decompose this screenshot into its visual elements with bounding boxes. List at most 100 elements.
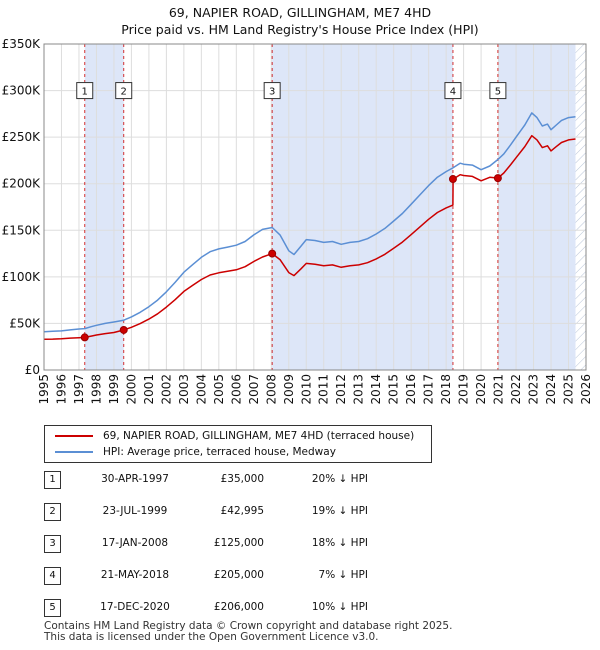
sale-label-frame — [76, 82, 94, 100]
x-tick-label: 2002 — [159, 374, 173, 405]
legend-label-hpi: HPI: Average price, terraced house, Medw… — [103, 446, 336, 458]
y-tick-label: £300K — [2, 84, 42, 98]
x-tick-label: 2012 — [334, 374, 348, 405]
hpi-series-line — [43, 112, 576, 333]
sale-row: 1 30-APR-1997 £35,000 20% ↓ HPI — [44, 471, 384, 489]
sale-price: £206,000 — [213, 601, 264, 613]
sale-label-number: 4 — [450, 87, 456, 98]
price-chart: 1 2 3 4 5 £0 £50K £100K £150K £200K £250K £300K £350… — [2, 37, 593, 405]
sale-hpi-diff: 18% ↓ HPI — [311, 537, 368, 549]
x-tick-label: 2024 — [544, 374, 558, 405]
sale-price: £35,000 — [220, 473, 264, 485]
legend-swatch-hpi — [55, 451, 93, 453]
sale-label-box: 1 — [76, 82, 94, 100]
x-tick-label: 1997 — [72, 374, 86, 405]
x-tick-label: 2010 — [299, 374, 313, 405]
sale-row: 5 17-DEC-2020 £206,000 10% ↓ HPI — [44, 599, 384, 617]
x-tick-label: 2001 — [142, 374, 156, 405]
sale-hpi-diff: 19% ↓ HPI — [311, 505, 368, 517]
x-tick-label: 2022 — [509, 374, 523, 405]
sale-price: £42,995 — [220, 505, 264, 517]
x-tick-label: 1998 — [89, 374, 103, 405]
chart-title: 69, NAPIER ROAD, GILLINGHAM, ME7 4HD Pri… — [0, 4, 600, 38]
x-tick-label: 2019 — [457, 374, 471, 405]
sale-row: 4 21-MAY-2018 £205,000 7% ↓ HPI — [44, 567, 384, 585]
legend-swatch-property — [55, 435, 93, 437]
footer-line-2: This data is licensed under the Open Gov… — [44, 631, 379, 643]
sale-row: 3 17-JAN-2008 £125,000 18% ↓ HPI — [44, 535, 384, 553]
x-tick-label: 2000 — [124, 374, 138, 405]
sale-hpi-diff: 7% ↓ HPI — [318, 569, 368, 581]
sale-date: 17-DEC-2020 — [100, 601, 170, 613]
x-tick-label: 2003 — [177, 374, 191, 405]
x-tick-label: 1999 — [107, 374, 121, 405]
plot-frame — [43, 43, 587, 371]
sale-label-box: 4 — [444, 82, 462, 100]
footer-line-1: Contains HM Land Registry data © Crown c… — [44, 620, 453, 632]
x-tick-label: 2026 — [579, 374, 593, 405]
x-tick-label: 2015 — [387, 374, 401, 405]
sale-point — [493, 174, 502, 183]
sale-hpi-diff: 20% ↓ HPI — [311, 473, 368, 485]
legend-item-property: 69, NAPIER ROAD, GILLINGHAM, ME7 4HD (te… — [55, 430, 414, 442]
sale-label-frame — [444, 82, 462, 100]
x-tick-label: 2017 — [422, 374, 436, 405]
x-tick-label: 2013 — [352, 374, 366, 405]
sale-date: 23-JUL-1999 — [102, 505, 168, 517]
y-tick-label: £100K — [2, 270, 42, 284]
sale-number-badge: 3 — [44, 535, 61, 553]
sale-label-box: 3 — [263, 82, 281, 100]
sale-price: £205,000 — [213, 569, 264, 581]
x-tick-label: 1995 — [37, 374, 51, 405]
sale-label-box: 2 — [115, 82, 133, 100]
sale-label-box: 5 — [489, 82, 507, 100]
legend-label-property: 69, NAPIER ROAD, GILLINGHAM, ME7 4HD (te… — [103, 430, 415, 442]
sale-label-number: 2 — [121, 87, 127, 98]
sale-label-number: 5 — [495, 87, 501, 98]
sale-point — [80, 333, 89, 342]
y-tick-label: £0 — [25, 363, 40, 377]
x-tick-label: 2005 — [212, 374, 226, 405]
sale-row: 2 23-JUL-1999 £42,995 19% ↓ HPI — [44, 503, 384, 521]
x-tick-label: 2018 — [439, 374, 453, 405]
x-tick-label: 2004 — [194, 374, 208, 405]
sale-number-badge: 2 — [44, 503, 61, 521]
future-hatch — [575, 44, 586, 370]
plot-area: 1 2 3 4 5 £0 £50K £100K £150K £200K £250K £300K £350… — [2, 37, 593, 405]
ownership-shade — [497, 44, 576, 370]
x-tick-label: 2021 — [492, 374, 506, 405]
y-tick-label: £150K — [2, 223, 42, 237]
x-tick-label: 2006 — [229, 374, 243, 405]
sale-date: 30-APR-1997 — [101, 473, 169, 485]
sale-label-number: 1 — [82, 87, 88, 98]
sale-number-badge: 1 — [44, 471, 61, 489]
sale-point — [268, 249, 277, 258]
sale-point — [119, 325, 128, 334]
y-tick-label: £200K — [2, 177, 42, 191]
sale-point — [448, 175, 457, 184]
x-tick-label: 2014 — [369, 374, 383, 405]
legend: 69, NAPIER ROAD, GILLINGHAM, ME7 4HD (te… — [44, 425, 432, 463]
x-tick-label: 2016 — [404, 374, 418, 405]
x-tick-label: 2011 — [317, 374, 331, 405]
sale-label-frame — [489, 82, 507, 100]
sale-label-number: 3 — [269, 87, 275, 98]
x-tick-label: 2023 — [527, 374, 541, 405]
x-tick-label: 2009 — [282, 374, 296, 405]
x-tick-label: 2020 — [474, 374, 488, 405]
x-tick-label: 2008 — [264, 374, 278, 405]
y-tick-label: £250K — [2, 130, 42, 144]
y-tick-label: £50K — [9, 316, 41, 330]
sale-label-frame — [263, 82, 281, 100]
title-line-2: Price paid vs. HM Land Registry's House … — [121, 22, 479, 37]
x-tick-label: 2007 — [247, 374, 261, 405]
sale-number-badge: 4 — [44, 567, 61, 585]
sale-date: 17-JAN-2008 — [101, 537, 169, 549]
sale-hpi-diff: 10% ↓ HPI — [311, 601, 368, 613]
sale-label-frame — [115, 82, 133, 100]
sale-price: £125,000 — [213, 537, 264, 549]
sale-number-badge: 5 — [44, 599, 61, 617]
property-series-line — [43, 134, 576, 341]
footer-notice: Contains HM Land Registry data © Crown c… — [44, 621, 452, 643]
y-tick-label: £350K — [2, 37, 42, 51]
